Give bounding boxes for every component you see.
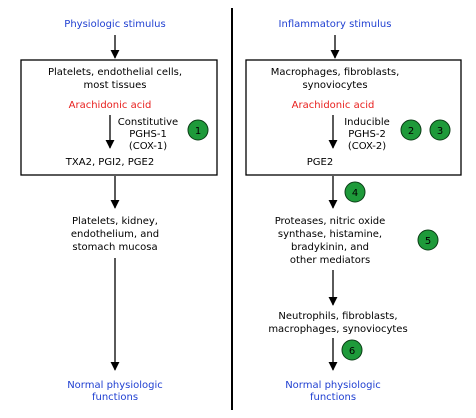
left-enzyme-line1: Constitutive xyxy=(118,117,178,128)
svg-text:3: 3 xyxy=(437,126,443,137)
left-products: TXA2, PGI2, PGE2 xyxy=(65,157,154,168)
left-outcome-line1: Normal physiologic xyxy=(67,380,163,391)
svg-text:4: 4 xyxy=(352,188,358,199)
svg-text:5: 5 xyxy=(425,236,431,247)
left-box-line1: Platelets, endothelial cells, xyxy=(48,67,182,78)
badge-2: 2 xyxy=(400,119,422,141)
svg-text:2: 2 xyxy=(408,126,414,137)
badge-4: 4 xyxy=(344,181,366,203)
left-enzyme-line3: (COX-1) xyxy=(129,141,167,152)
badge-5: 5 xyxy=(417,229,439,251)
right-stimulus-label: Inflammatory stimulus xyxy=(279,19,392,30)
left-outcome-line2: functions xyxy=(92,392,138,403)
right-cell-box xyxy=(245,59,462,176)
right-mediators-line3: bradykinin, and xyxy=(291,242,369,253)
right-enzyme-line1: Inducible xyxy=(344,117,390,128)
badge-3: 3 xyxy=(429,119,451,141)
right-enzyme-line2: PGHS-2 xyxy=(348,129,386,140)
right-product: PGE2 xyxy=(307,157,333,168)
right-box-line1: Macrophages, fibroblasts, xyxy=(271,67,400,78)
right-outcome-line2: functions xyxy=(310,392,356,403)
badge-6: 6 xyxy=(341,339,363,361)
left-enzyme-line2: PGHS-1 xyxy=(129,129,167,140)
right-mediators-line1: Proteases, nitric oxide xyxy=(275,216,386,227)
left-cell-box xyxy=(20,59,218,176)
svg-text:1: 1 xyxy=(195,126,201,137)
right-enzyme-line3: (COX-2) xyxy=(348,141,386,152)
left-targets-line2: endothelium, and xyxy=(71,229,159,240)
left-box-line2: most tissues xyxy=(84,80,147,91)
right-outcome-line1: Normal physiologic xyxy=(285,380,381,391)
svg-text:6: 6 xyxy=(349,346,355,357)
right-cells-line1: Neutrophils, fibroblasts, xyxy=(278,311,397,322)
right-mediators-line4: other mediators xyxy=(290,255,370,266)
left-targets-line1: Platelets, kidney, xyxy=(72,216,158,227)
left-arachidonic-acid: Arachidonic acid xyxy=(69,100,152,111)
right-mediators-line2: synthase, histamine, xyxy=(278,229,382,240)
right-box-line2: synoviocytes xyxy=(302,80,367,91)
right-arachidonic-acid: Arachidonic acid xyxy=(292,100,375,111)
badge-1: 1 xyxy=(187,119,209,141)
left-stimulus-label: Physiologic stimulus xyxy=(64,19,165,30)
right-cells-line2: macrophages, synoviocytes xyxy=(268,324,407,335)
left-targets-line3: stomach mucosa xyxy=(72,242,157,253)
